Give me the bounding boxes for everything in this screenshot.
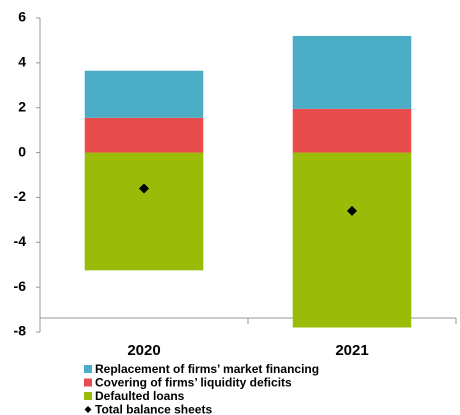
y-tick-label: -8: [14, 323, 27, 339]
total-marker: [347, 205, 357, 216]
legend-marker: [84, 406, 92, 413]
total-marker: [139, 183, 149, 194]
y-tick-label: -6: [14, 278, 27, 294]
legend-label: Covering of firms’ liquidity deficits: [95, 376, 292, 390]
legend-swatch: [84, 365, 92, 373]
y-tick-label: -4: [14, 233, 27, 249]
bar-segment: [292, 108, 412, 153]
legend-swatch: [84, 378, 92, 387]
x-tick-label: 2021: [335, 342, 368, 359]
x-tick-label: 2020: [127, 342, 160, 359]
bar-segment: [84, 152, 204, 271]
bar-segment: [292, 35, 412, 109]
y-tick-label: 6: [18, 9, 26, 25]
y-tick-label: 0: [18, 143, 26, 159]
y-tick-label: -2: [14, 188, 27, 204]
y-tick-label: 4: [18, 54, 26, 70]
legend-label: Defaulted loans: [95, 389, 185, 403]
legend-swatch: [84, 392, 92, 400]
bar-segment: [84, 70, 204, 118]
bar-segment: [84, 117, 204, 153]
legend-label: Total balance sheets: [95, 403, 212, 415]
legend-label: Replacement of firms’ market financing: [95, 362, 319, 376]
y-tick-label: 2: [18, 98, 26, 114]
bar-segment: [292, 152, 412, 328]
